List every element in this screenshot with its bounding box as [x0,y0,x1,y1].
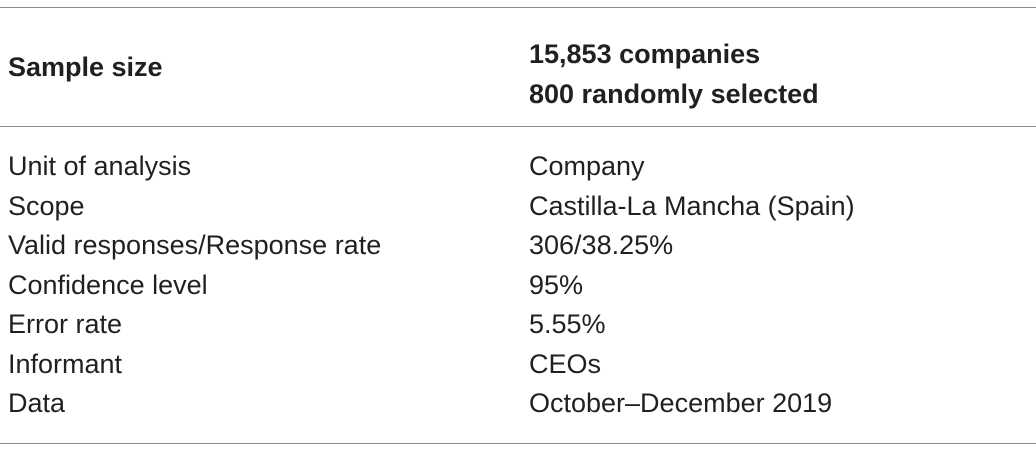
row-label: Data [8,388,66,418]
row-value: October–December 2019 [529,388,833,418]
row-value: 5.55% [529,309,606,339]
header-values: 15,853 companies 800 randomly selected [529,34,819,114]
table-row: Error rate 5.55% [0,305,1036,345]
row-value: 95% [529,269,584,300]
table-row: Confidence level 95% [0,266,1036,306]
row-value: Company [529,151,645,181]
header-value-selected: 800 randomly selected [529,79,819,109]
row-label: Informant [8,348,123,379]
row-value: CEOs [529,348,602,379]
row-label: Confidence level [8,269,208,300]
row-label: Valid responses/Response rate [8,230,382,260]
header-label: Sample size [8,51,163,82]
row-label: Scope [8,190,85,221]
row-value: Castilla-La Mancha (Spain) [529,190,855,221]
table-body: Unit of analysis Company Scope Castilla-… [0,147,1036,424]
bottom-rule [0,443,1036,444]
row-label: Unit of analysis [8,151,192,181]
table-row: Data October–December 2019 [0,384,1036,424]
table-header: Sample size 15,853 companies 800 randoml… [0,8,1036,126]
header-value-total: 15,853 companies [529,39,761,69]
row-value: 306/38.25% [529,230,674,260]
table-row: Informant CEOs [0,345,1036,385]
top-rule [0,7,1036,8]
table-row: Unit of analysis Company [0,147,1036,187]
table-row: Scope Castilla-La Mancha (Spain) [0,187,1036,227]
header-rule [0,126,1036,127]
row-label: Error rate [8,309,123,339]
table-row: Valid responses/Response rate 306/38.25% [0,226,1036,266]
